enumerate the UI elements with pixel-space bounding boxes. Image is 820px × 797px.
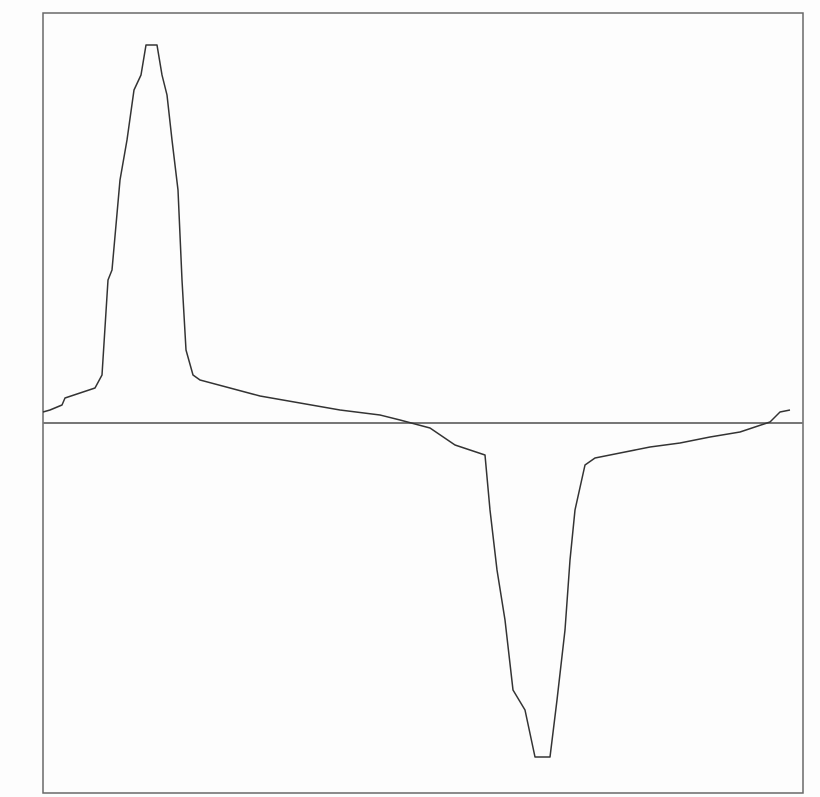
plot-frame bbox=[42, 12, 804, 794]
series-line bbox=[42, 44, 791, 758]
